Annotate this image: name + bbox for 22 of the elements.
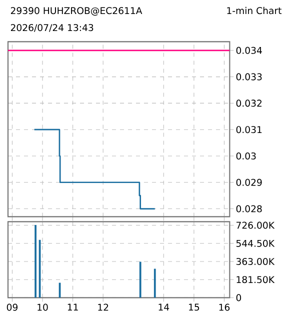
x-tick-label: 09: [6, 304, 18, 311]
x-tick-label: 14: [158, 304, 170, 311]
y-tick-label: 0.028: [236, 205, 262, 212]
y-tick-label: 0: [236, 294, 242, 302]
y-tick-label: 0.032: [236, 100, 262, 107]
y-tick-label: 363.00K: [236, 258, 275, 266]
x-tick-label: 15: [189, 304, 200, 311]
chart-subtitle: 2026/07/24 13:43: [10, 24, 94, 32]
y-tick-label: 0.034: [236, 46, 262, 54]
x-tick-label: 16: [219, 304, 230, 311]
y-tick-label: 726.00K: [236, 222, 275, 229]
x-tick-label: 11: [68, 304, 78, 311]
chart-title: 29390 HUHZROB@EC2611A: [10, 7, 142, 16]
x-tick-label: 12: [98, 304, 108, 311]
y-tick-label: 544.50K: [236, 240, 275, 247]
y-tick-label: 0.033: [236, 73, 262, 80]
y-tick-label: 0.029: [236, 178, 262, 186]
y-tick-label: 181.50K: [236, 276, 275, 284]
x-tick-label: 10: [38, 304, 48, 311]
y-tick-label: 0.031: [236, 126, 262, 134]
y-tick-label: 0.03: [236, 152, 256, 160]
text: 1-min Chart: [227, 6, 282, 14]
